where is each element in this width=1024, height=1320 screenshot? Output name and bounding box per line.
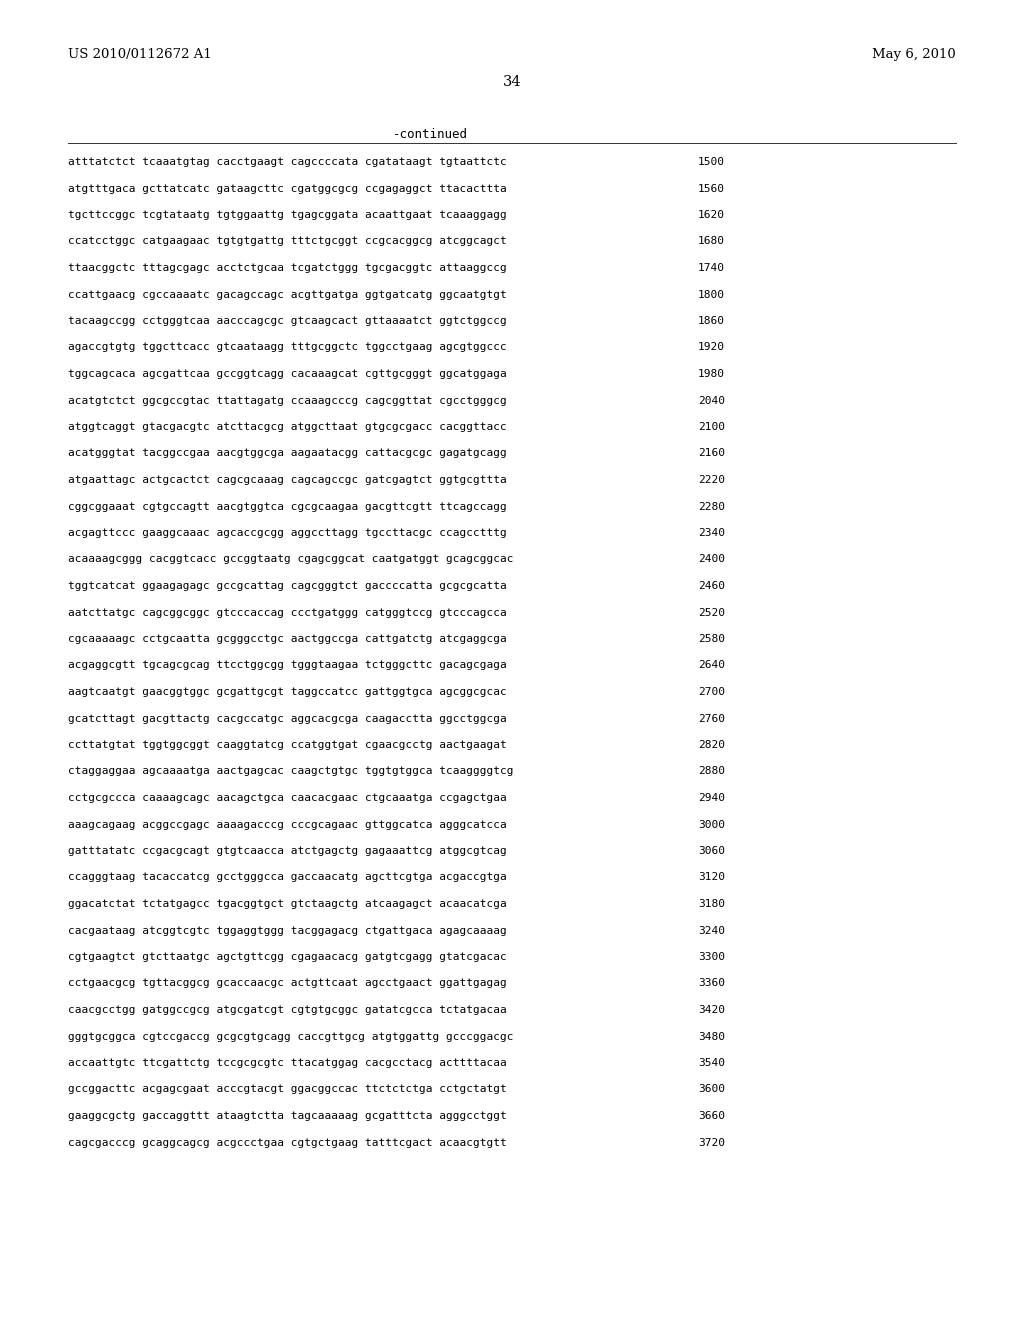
Text: 34: 34: [503, 75, 521, 88]
Text: cgcaaaaagc cctgcaatta gcgggcctgc aactggccga cattgatctg atcgaggcga: cgcaaaaagc cctgcaatta gcgggcctgc aactggc…: [68, 634, 507, 644]
Text: 1860: 1860: [698, 315, 725, 326]
Text: tggtcatcat ggaagagagc gccgcattag cagcgggtct gaccccatta gcgcgcatta: tggtcatcat ggaagagagc gccgcattag cagcggg…: [68, 581, 507, 591]
Text: 1560: 1560: [698, 183, 725, 194]
Text: 1920: 1920: [698, 342, 725, 352]
Text: 3120: 3120: [698, 873, 725, 883]
Text: 3300: 3300: [698, 952, 725, 962]
Text: 3000: 3000: [698, 820, 725, 829]
Text: 2700: 2700: [698, 686, 725, 697]
Text: tggcagcaca agcgattcaa gccggtcagg cacaaagcat cgttgcgggt ggcatggaga: tggcagcaca agcgattcaa gccggtcagg cacaaag…: [68, 370, 507, 379]
Text: ttaacggctc tttagcgagc acctctgcaa tcgatctggg tgcgacggtc attaaggccg: ttaacggctc tttagcgagc acctctgcaa tcgatct…: [68, 263, 507, 273]
Text: acatgtctct ggcgccgtac ttattagatg ccaaagcccg cagcggttat cgcctgggcg: acatgtctct ggcgccgtac ttattagatg ccaaagc…: [68, 396, 507, 405]
Text: 2040: 2040: [698, 396, 725, 405]
Text: 3180: 3180: [698, 899, 725, 909]
Text: acgaggcgtt tgcagcgcag ttcctggcgg tgggtaagaa tctgggcttc gacagcgaga: acgaggcgtt tgcagcgcag ttcctggcgg tgggtaa…: [68, 660, 507, 671]
Text: gatttatatc ccgacgcagt gtgtcaacca atctgagctg gagaaattcg atggcgtcag: gatttatatc ccgacgcagt gtgtcaacca atctgag…: [68, 846, 507, 855]
Text: 1680: 1680: [698, 236, 725, 247]
Text: 3360: 3360: [698, 978, 725, 989]
Text: 2640: 2640: [698, 660, 725, 671]
Text: cacgaataag atcggtcgtc tggaggtggg tacggagacg ctgattgaca agagcaaaag: cacgaataag atcggtcgtc tggaggtggg tacggag…: [68, 925, 507, 936]
Text: 2760: 2760: [698, 714, 725, 723]
Text: 2880: 2880: [698, 767, 725, 776]
Text: cgtgaagtct gtcttaatgc agctgttcgg cgagaacacg gatgtcgagg gtatcgacac: cgtgaagtct gtcttaatgc agctgttcgg cgagaac…: [68, 952, 507, 962]
Text: -continued: -continued: [392, 128, 468, 141]
Text: 2580: 2580: [698, 634, 725, 644]
Text: atttatctct tcaaatgtag cacctgaagt cagccccata cgatataagt tgtaattctc: atttatctct tcaaatgtag cacctgaagt cagcccc…: [68, 157, 507, 168]
Text: aaagcagaag acggccgagc aaaagacccg cccgcagaac gttggcatca agggcatcca: aaagcagaag acggccgagc aaaagacccg cccgcag…: [68, 820, 507, 829]
Text: 2460: 2460: [698, 581, 725, 591]
Text: acaaaagcggg cacggtcacc gccggtaatg cgagcggcat caatgatggt gcagcggcac: acaaaagcggg cacggtcacc gccggtaatg cgagcg…: [68, 554, 513, 565]
Text: gaaggcgctg gaccaggttt ataagtctta tagcaaaaag gcgatttcta agggcctggt: gaaggcgctg gaccaggttt ataagtctta tagcaaa…: [68, 1111, 507, 1121]
Text: atgtttgaca gcttatcatc gataagcttc cgatggcgcg ccgagaggct ttacacttta: atgtttgaca gcttatcatc gataagcttc cgatggc…: [68, 183, 507, 194]
Text: 3060: 3060: [698, 846, 725, 855]
Text: 3240: 3240: [698, 925, 725, 936]
Text: aagtcaatgt gaacggtggc gcgattgcgt taggccatcc gattggtgca agcggcgcac: aagtcaatgt gaacggtggc gcgattgcgt taggcca…: [68, 686, 507, 697]
Text: ccattgaacg cgccaaaatc gacagccagc acgttgatga ggtgatcatg ggcaatgtgt: ccattgaacg cgccaaaatc gacagccagc acgttga…: [68, 289, 507, 300]
Text: 3660: 3660: [698, 1111, 725, 1121]
Text: 2280: 2280: [698, 502, 725, 511]
Text: 2520: 2520: [698, 607, 725, 618]
Text: tgcttccggc tcgtataatg tgtggaattg tgagcggata acaattgaat tcaaaggagg: tgcttccggc tcgtataatg tgtggaattg tgagcgg…: [68, 210, 507, 220]
Text: ggacatctat tctatgagcc tgacggtgct gtctaagctg atcaagagct acaacatcga: ggacatctat tctatgagcc tgacggtgct gtctaag…: [68, 899, 507, 909]
Text: 1620: 1620: [698, 210, 725, 220]
Text: cctgcgccca caaaagcagc aacagctgca caacacgaac ctgcaaatga ccgagctgaa: cctgcgccca caaaagcagc aacagctgca caacacg…: [68, 793, 507, 803]
Text: gcatcttagt gacgttactg cacgccatgc aggcacgcga caagacctta ggcctggcga: gcatcttagt gacgttactg cacgccatgc aggcacg…: [68, 714, 507, 723]
Text: 2160: 2160: [698, 449, 725, 458]
Text: US 2010/0112672 A1: US 2010/0112672 A1: [68, 48, 212, 61]
Text: 2100: 2100: [698, 422, 725, 432]
Text: caacgcctgg gatggccgcg atgcgatcgt cgtgtgcggc gatatcgcca tctatgacaa: caacgcctgg gatggccgcg atgcgatcgt cgtgtgc…: [68, 1005, 507, 1015]
Text: acgagttccc gaaggcaaac agcaccgcgg aggccttagg tgccttacgc ccagcctttg: acgagttccc gaaggcaaac agcaccgcgg aggcctt…: [68, 528, 507, 539]
Text: cggcggaaat cgtgccagtt aacgtggtca cgcgcaagaa gacgttcgtt ttcagccagg: cggcggaaat cgtgccagtt aacgtggtca cgcgcaa…: [68, 502, 507, 511]
Text: May 6, 2010: May 6, 2010: [872, 48, 956, 61]
Text: 2820: 2820: [698, 741, 725, 750]
Text: 3480: 3480: [698, 1031, 725, 1041]
Text: 3720: 3720: [698, 1138, 725, 1147]
Text: aatcttatgc cagcggcggc gtcccaccag ccctgatggg catgggtccg gtcccagcca: aatcttatgc cagcggcggc gtcccaccag ccctgat…: [68, 607, 507, 618]
Text: ctaggaggaa agcaaaatga aactgagcac caagctgtgc tggtgtggca tcaaggggtcg: ctaggaggaa agcaaaatga aactgagcac caagctg…: [68, 767, 513, 776]
Text: 2340: 2340: [698, 528, 725, 539]
Text: ccttatgtat tggtggcggt caaggtatcg ccatggtgat cgaacgcctg aactgaagat: ccttatgtat tggtggcggt caaggtatcg ccatggt…: [68, 741, 507, 750]
Text: ccatcctggc catgaagaac tgtgtgattg tttctgcggt ccgcacggcg atcggcagct: ccatcctggc catgaagaac tgtgtgattg tttctgc…: [68, 236, 507, 247]
Text: gccggacttc acgagcgaat acccgtacgt ggacggccac ttctctctga cctgctatgt: gccggacttc acgagcgaat acccgtacgt ggacggc…: [68, 1085, 507, 1094]
Text: agaccgtgtg tggcttcacc gtcaataagg tttgcggctc tggcctgaag agcgtggccc: agaccgtgtg tggcttcacc gtcaataagg tttgcgg…: [68, 342, 507, 352]
Text: accaattgtc ttcgattctg tccgcgcgtc ttacatggag cacgcctacg acttttacaa: accaattgtc ttcgattctg tccgcgcgtc ttacatg…: [68, 1059, 507, 1068]
Text: 1500: 1500: [698, 157, 725, 168]
Text: 3420: 3420: [698, 1005, 725, 1015]
Text: 1740: 1740: [698, 263, 725, 273]
Text: 3540: 3540: [698, 1059, 725, 1068]
Text: 1800: 1800: [698, 289, 725, 300]
Text: 2220: 2220: [698, 475, 725, 484]
Text: atgaattagc actgcactct cagcgcaaag cagcagccgc gatcgagtct ggtgcgttta: atgaattagc actgcactct cagcgcaaag cagcagc…: [68, 475, 507, 484]
Text: 3600: 3600: [698, 1085, 725, 1094]
Text: cagcgacccg gcaggcagcg acgccctgaa cgtgctgaag tatttcgact acaacgtgtt: cagcgacccg gcaggcagcg acgccctgaa cgtgctg…: [68, 1138, 507, 1147]
Text: tacaagccgg cctgggtcaa aacccagcgc gtcaagcact gttaaaatct ggtctggccg: tacaagccgg cctgggtcaa aacccagcgc gtcaagc…: [68, 315, 507, 326]
Text: atggtcaggt gtacgacgtc atcttacgcg atggcttaat gtgcgcgacc cacggttacc: atggtcaggt gtacgacgtc atcttacgcg atggctt…: [68, 422, 507, 432]
Text: 1980: 1980: [698, 370, 725, 379]
Text: gggtgcggca cgtccgaccg gcgcgtgcagg caccgttgcg atgtggattg gcccggacgc: gggtgcggca cgtccgaccg gcgcgtgcagg caccgt…: [68, 1031, 513, 1041]
Text: cctgaacgcg tgttacggcg gcaccaacgc actgttcaat agcctgaact ggattgagag: cctgaacgcg tgttacggcg gcaccaacgc actgttc…: [68, 978, 507, 989]
Text: ccagggtaag tacaccatcg gcctgggcca gaccaacatg agcttcgtga acgaccgtga: ccagggtaag tacaccatcg gcctgggcca gaccaac…: [68, 873, 507, 883]
Text: acatgggtat tacggccgaa aacgtggcga aagaatacgg cattacgcgc gagatgcagg: acatgggtat tacggccgaa aacgtggcga aagaata…: [68, 449, 507, 458]
Text: 2940: 2940: [698, 793, 725, 803]
Text: 2400: 2400: [698, 554, 725, 565]
